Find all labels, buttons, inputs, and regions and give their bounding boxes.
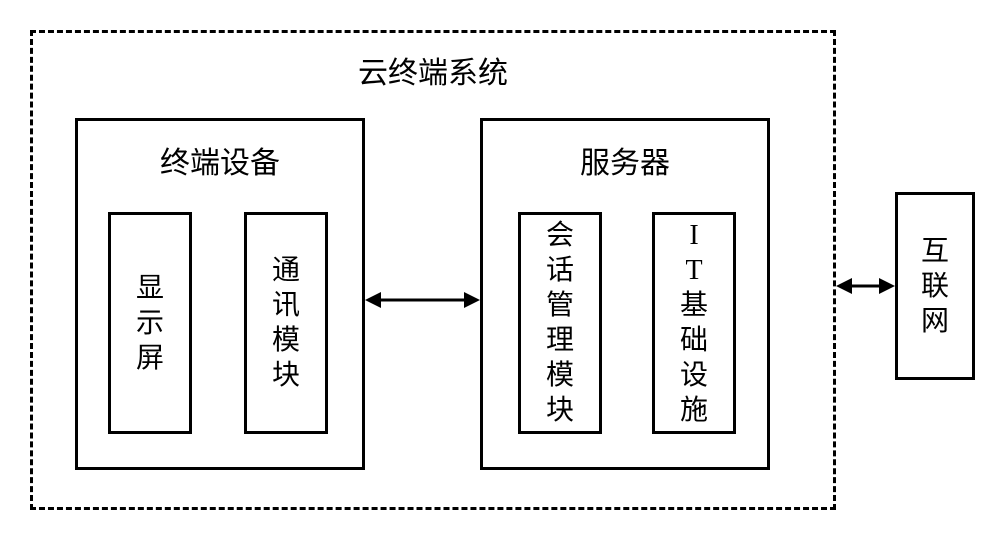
display-node: 显示屏 [108,212,192,434]
session-node: 会话管理模块 [518,212,602,434]
arrow-system-internet [836,274,895,298]
internet-box-text: 互联网 [921,234,949,339]
comm-node-text: 通讯模块 [272,253,300,393]
terminal-title: 终端设备 [75,138,365,182]
infra-node-text: IT基础设施 [680,218,708,428]
terminal-title-text: 终端设备 [160,147,280,180]
system-title-text: 云终端系统 [358,57,508,90]
comm-node: 通讯模块 [244,212,328,434]
arrow-terminal-server [365,288,480,312]
infra-node: IT基础设施 [652,212,736,434]
diagram-canvas: 云终端系统 终端设备 显示屏 通讯模块 服务器 会话管理模块 IT基础设施 互联… [0,0,1000,542]
display-node-text: 显示屏 [136,271,164,376]
internet-box: 互联网 [895,192,975,380]
server-title: 服务器 [480,138,770,182]
server-title-text: 服务器 [580,147,670,180]
system-title: 云终端系统 [30,48,836,92]
session-node-text: 会话管理模块 [546,218,574,428]
